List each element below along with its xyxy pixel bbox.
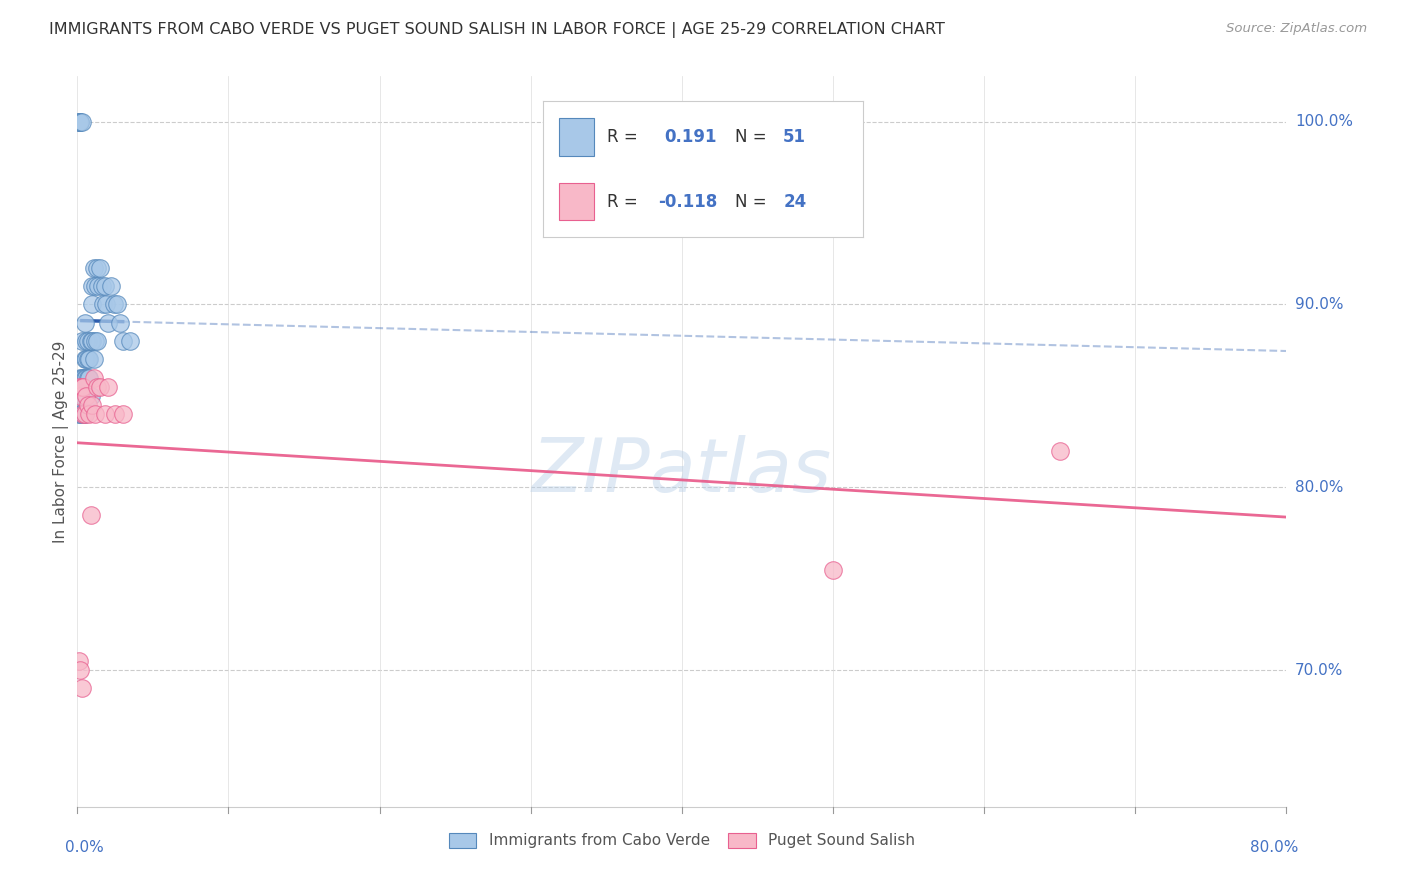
Point <box>86 380 108 394</box>
Point <box>82 279 104 293</box>
Point <box>69 407 91 421</box>
Point <box>70 380 93 394</box>
Point <box>75 370 97 384</box>
Text: Source: ZipAtlas.com: Source: ZipAtlas.com <box>1226 22 1367 36</box>
Point <box>70 681 93 696</box>
Point <box>120 334 142 348</box>
Point <box>72 389 94 403</box>
Point <box>89 380 111 394</box>
Point <box>72 407 94 421</box>
Point <box>69 663 91 677</box>
Point <box>77 370 100 384</box>
Point <box>103 297 125 311</box>
Point <box>70 334 93 348</box>
Point <box>93 407 115 421</box>
Point <box>94 297 117 311</box>
Point <box>83 352 105 367</box>
Point <box>821 562 844 576</box>
Point <box>67 654 90 668</box>
Point <box>77 352 100 367</box>
Point <box>73 316 96 330</box>
Point <box>72 380 94 394</box>
Point <box>100 279 122 293</box>
Point <box>1049 443 1071 458</box>
Point <box>70 370 93 384</box>
Point <box>75 389 97 403</box>
Text: 80.0%: 80.0% <box>1295 480 1343 495</box>
Point <box>67 407 90 421</box>
Point <box>96 316 118 330</box>
Point <box>73 407 96 421</box>
Point <box>91 297 114 311</box>
Text: 0.0%: 0.0% <box>65 840 104 855</box>
Point <box>72 407 94 421</box>
Point <box>69 389 91 403</box>
Text: 90.0%: 90.0% <box>1295 297 1343 312</box>
Point <box>75 389 97 403</box>
Point <box>80 508 103 522</box>
Point <box>89 260 111 275</box>
Point <box>73 370 96 384</box>
Point <box>75 334 97 348</box>
Point <box>69 114 91 128</box>
Point <box>70 389 93 403</box>
Point <box>77 334 100 348</box>
Point <box>83 260 105 275</box>
Point <box>69 370 91 384</box>
Point <box>77 398 100 412</box>
Point <box>83 370 105 384</box>
Point <box>82 334 104 348</box>
Point <box>111 407 134 421</box>
Point <box>86 334 108 348</box>
Point <box>105 297 128 311</box>
Point <box>79 407 101 421</box>
Point <box>86 260 108 275</box>
Text: IMMIGRANTS FROM CABO VERDE VS PUGET SOUND SALISH IN LABOR FORCE | AGE 25-29 CORR: IMMIGRANTS FROM CABO VERDE VS PUGET SOUN… <box>49 22 945 38</box>
Y-axis label: In Labor Force | Age 25-29: In Labor Force | Age 25-29 <box>53 341 69 542</box>
Point <box>69 114 91 128</box>
Legend: Immigrants from Cabo Verde, Puget Sound Salish: Immigrants from Cabo Verde, Puget Sound … <box>443 827 921 855</box>
Point <box>96 380 118 394</box>
Point <box>104 407 127 421</box>
Point <box>67 380 90 394</box>
Point <box>108 316 131 330</box>
Point <box>82 297 104 311</box>
Text: 100.0%: 100.0% <box>1295 114 1353 129</box>
Text: ZIPatlas: ZIPatlas <box>531 434 832 507</box>
Point <box>87 279 110 293</box>
Text: 80.0%: 80.0% <box>1250 840 1299 855</box>
Point <box>84 279 107 293</box>
Point <box>84 407 107 421</box>
Point <box>73 352 96 367</box>
Point <box>79 352 101 367</box>
Point <box>84 334 107 348</box>
Point <box>67 114 90 128</box>
Point <box>73 407 96 421</box>
Point <box>67 114 90 128</box>
Point <box>80 389 103 403</box>
Point <box>80 334 103 348</box>
Text: 70.0%: 70.0% <box>1295 663 1343 678</box>
Point <box>82 398 104 412</box>
Point <box>90 279 112 293</box>
Point <box>79 370 101 384</box>
Point <box>111 334 134 348</box>
Point <box>93 279 115 293</box>
Point <box>75 352 97 367</box>
Point <box>70 114 93 128</box>
Point <box>72 370 94 384</box>
